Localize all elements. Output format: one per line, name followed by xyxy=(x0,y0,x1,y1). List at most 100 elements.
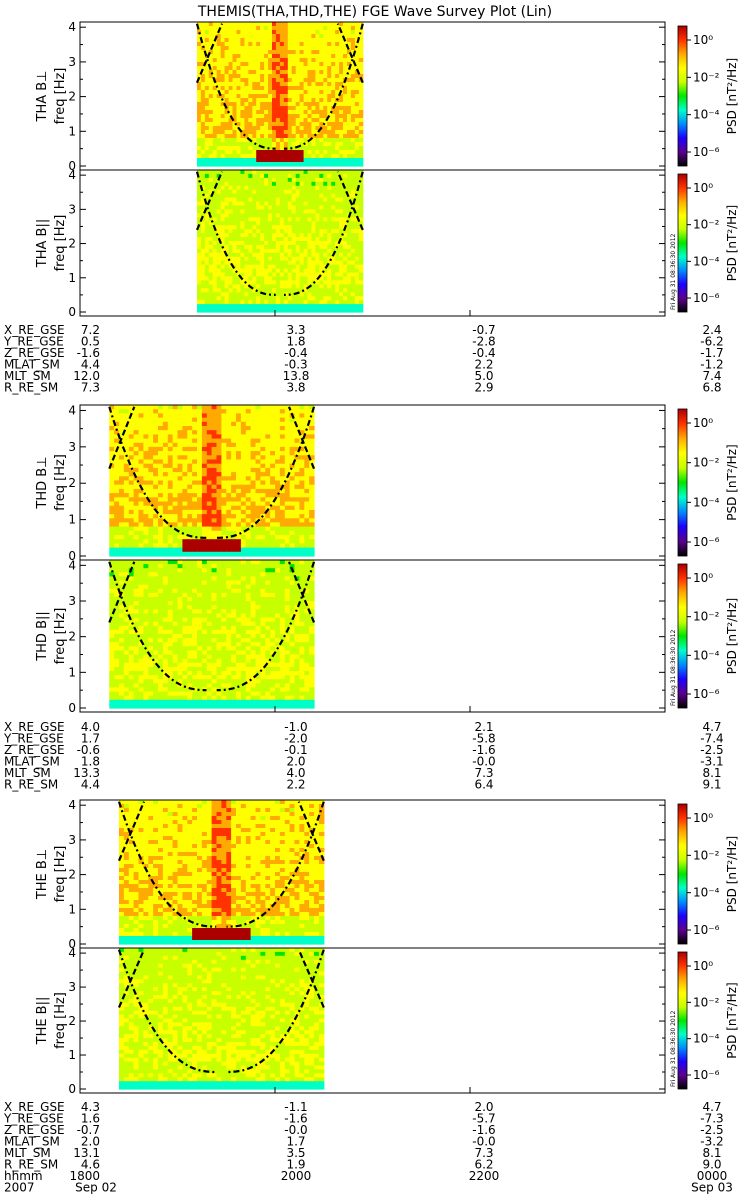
ephemeris-value: -6.2 xyxy=(700,335,723,349)
ephemeris-value: -0.6 xyxy=(77,743,100,757)
y-tick-label: 3 xyxy=(68,202,76,216)
ephemeris-value: 2.4 xyxy=(702,323,721,337)
spectrogram-image xyxy=(197,170,364,313)
ephemeris-value: 2.2 xyxy=(474,358,493,372)
ephemeris-value: -1.1 xyxy=(284,1100,307,1114)
y-tick-label: 1 xyxy=(68,271,76,285)
cyclotron-traces xyxy=(117,801,325,928)
y-tick-label: 2 xyxy=(68,476,76,490)
ephemeris-value: 13.1 xyxy=(73,1146,100,1160)
ephemeris-value: 12.0 xyxy=(73,369,100,383)
ephemeris-row-label: R_RE_SM xyxy=(4,381,58,395)
spectrogram-panel: 0 1 2 3 4 THD B|| freq [Hz] 10⁰ 10⁻² 10⁻⁴ 10⁻⁶ PSD … xyxy=(35,558,739,715)
ephemeris-value: 3.3 xyxy=(286,323,305,337)
panel-ylabel-freq: freq [Hz] xyxy=(53,68,68,125)
ephemeris-value: -1.6 xyxy=(284,1112,307,1126)
ephemeris-row-label: MLT_SM xyxy=(4,1146,51,1160)
ephemeris-value: 7.4 xyxy=(702,369,721,383)
cyclotron-traces xyxy=(195,23,364,150)
ephemeris-value: 6.4 xyxy=(474,778,493,792)
spectrogram-panel: 0 1 2 3 4 THE B|| freq [Hz] 10⁰ 10⁻² 10⁻⁴ 10⁻⁶ PSD … xyxy=(35,946,739,1096)
panel-ylabel-component: THA B⊥ xyxy=(35,71,50,123)
ephemeris-value: 0000 xyxy=(697,1169,728,1183)
ephemeris-value: 2.9 xyxy=(474,381,493,395)
ephemeris-value: -0.0 xyxy=(472,1135,495,1149)
cyclotron-traces xyxy=(117,949,325,1074)
ephemeris-value: 4.3 xyxy=(81,1100,100,1114)
ephemeris-value: -7.4 xyxy=(700,732,723,746)
colorbar-tick-label: 10⁻⁴ xyxy=(693,648,720,662)
ephemeris-value: -0.0 xyxy=(472,755,495,769)
ephemeris-value: 7.2 xyxy=(81,323,100,337)
spectrogram-panel: 0 1 2 3 4 THD B⊥ freq [Hz] 10⁰ 10⁻² 10⁻⁴ 10⁻⁶ PSD [… xyxy=(35,403,739,563)
colorbar-tick-label: 10⁰ xyxy=(693,33,713,47)
panel-ylabel-component: THD B|| xyxy=(35,611,50,662)
ephemeris-row-label: Z_RE_GSE xyxy=(4,1123,65,1137)
ephemeris-value: 1.9 xyxy=(286,1158,305,1172)
colorbar-tick-label: 10⁻⁴ xyxy=(693,254,720,268)
panel-ylabel-freq: freq [Hz] xyxy=(53,215,68,272)
colorbar-label: PSD [nT²/Hz] xyxy=(725,205,739,281)
ephemeris-value: 1.7 xyxy=(81,732,100,746)
colorbar-tick-label: 10⁰ xyxy=(693,571,713,585)
colorbar-tick-label: 10⁻² xyxy=(693,610,720,624)
ephemeris-value: -1.0 xyxy=(284,720,307,734)
generation-stamp: Fri Aug 31 08:36:30 2012 xyxy=(670,629,677,706)
date-year: 2007 xyxy=(4,1181,35,1195)
spectrogram-image xyxy=(119,948,325,1090)
ephemeris-value: 2.0 xyxy=(474,1100,493,1114)
ephemeris-value: 1.8 xyxy=(286,335,305,349)
ephemeris-value: 13.3 xyxy=(73,766,100,780)
colorbar-tick-label: 10⁻⁶ xyxy=(693,1068,720,1082)
ephemeris-value: 4.4 xyxy=(81,778,100,792)
ephemeris-row-label: X_RE_GSE xyxy=(4,720,65,734)
y-tick-label: 2 xyxy=(68,868,76,882)
ephemeris-value: -2.5 xyxy=(700,743,723,757)
panel-ylabel-component: THA B|| xyxy=(35,219,50,268)
ephemeris-value: -0.7 xyxy=(77,1123,100,1137)
date-end: Sep 03 xyxy=(691,1181,733,1195)
generation-stamp: Fri Aug 31 08:36:30 2012 xyxy=(670,233,677,310)
ephemeris-value: -2.5 xyxy=(700,1123,723,1137)
ephemeris-value: 1800 xyxy=(69,1169,100,1183)
y-tick-label: 4 xyxy=(68,168,76,182)
ephemeris-table: X_RE_GSE 4.3 -1.1 2.0 4.7Y_RE_GSE 1.6 -1.6 -5.7… xyxy=(3,1100,727,1183)
colorbar-tick-label: 10⁻⁴ xyxy=(693,886,720,900)
ephemeris-value: -0.7 xyxy=(472,323,495,337)
spectrogram-image xyxy=(109,405,315,557)
ephemeris-row-label: MLT_SM xyxy=(4,766,51,780)
colorbar: 10⁰ 10⁻² 10⁻⁴ 10⁻⁶ PSD [nT²/Hz] Fri Aug 31 08… xyxy=(670,951,739,1090)
y-tick-label: 3 xyxy=(68,440,76,454)
y-tick-label: 0 xyxy=(68,159,76,173)
ephemeris-row-label: Y_RE_GSE xyxy=(3,335,64,349)
panel-ylabel-component: THE B⊥ xyxy=(35,849,50,900)
ephemeris-value: 6.8 xyxy=(702,381,721,395)
chart-title: THEMIS(THA,THD,THE) FGE Wave Survey Plot… xyxy=(197,4,552,20)
y-tick-label: 0 xyxy=(68,701,76,715)
ephemeris-value: -1.7 xyxy=(700,346,723,360)
colorbar: 10⁰ 10⁻² 10⁻⁴ 10⁻⁶ PSD [nT²/Hz] xyxy=(677,803,739,945)
ephemeris-value: -1.6 xyxy=(472,743,495,757)
ephemeris-table: X_RE_GSE 7.2 3.3 -0.7 2.4Y_RE_GSE 0.5 1.8 -2.8-… xyxy=(3,323,724,395)
y-tick-label: 4 xyxy=(68,558,76,572)
panel-ylabel-component: THE B|| xyxy=(35,997,50,1046)
colorbar: 10⁰ 10⁻² 10⁻⁴ 10⁻⁶ PSD [nT²/Hz] Fri Aug 31 08… xyxy=(670,173,739,313)
y-tick-label: 1 xyxy=(68,1048,76,1062)
ephemeris-row-label: X_RE_GSE xyxy=(4,323,65,337)
cyclotron-traces xyxy=(195,171,364,296)
ephemeris-value: -2.8 xyxy=(472,335,495,349)
y-tick-label: 0 xyxy=(68,305,76,319)
spectrogram-image xyxy=(109,560,315,709)
ephemeris-value: 2200 xyxy=(469,1169,500,1183)
y-tick-label: 0 xyxy=(68,937,76,951)
y-tick-label: 4 xyxy=(68,403,76,417)
ephemeris-row-label: MLAT_SM xyxy=(4,358,60,372)
cyclotron-traces xyxy=(108,561,316,692)
ephemeris-row-label: hhmm xyxy=(4,1169,43,1183)
colorbar-tick-label: 10⁰ xyxy=(693,959,713,973)
y-tick-label: 0 xyxy=(68,549,76,563)
colorbar-tick-label: 10⁰ xyxy=(693,416,713,430)
colorbar-label: PSD [nT²/Hz] xyxy=(725,982,739,1058)
